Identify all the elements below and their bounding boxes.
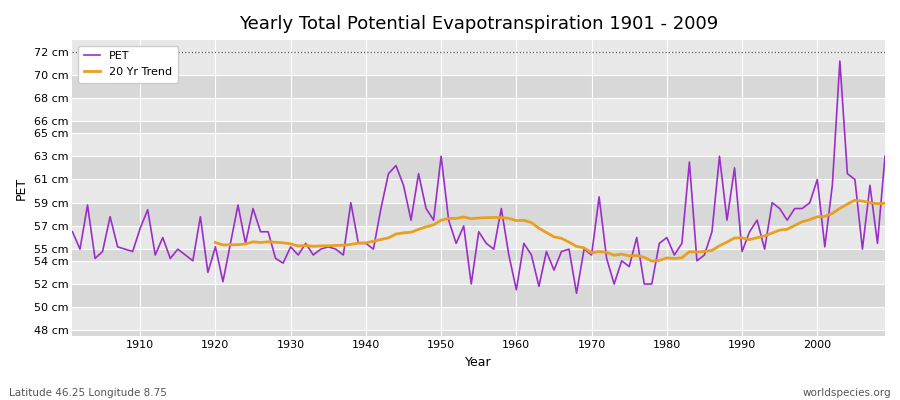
Bar <box>73 122 885 133</box>
PET <box>68 229 78 234</box>
Bar <box>73 249 885 261</box>
PET <box>608 282 619 286</box>
PET <box>572 291 582 296</box>
Bar <box>73 98 885 122</box>
Legend: PET, 20 Yr Trend: PET, 20 Yr Trend <box>78 46 178 82</box>
20 Yr Trend <box>774 228 785 232</box>
Bar <box>73 75 885 98</box>
PET <box>503 252 514 257</box>
Text: worldspecies.org: worldspecies.org <box>803 388 891 398</box>
20 Yr Trend <box>850 198 860 203</box>
Bar <box>73 180 885 203</box>
Line: PET: PET <box>73 61 885 293</box>
Y-axis label: PET: PET <box>15 177 28 200</box>
20 Yr Trend <box>684 249 695 254</box>
Bar <box>73 156 885 180</box>
Bar <box>73 203 885 226</box>
20 Yr Trend <box>789 223 800 228</box>
20 Yr Trend <box>301 243 311 248</box>
Bar <box>73 226 885 249</box>
20 Yr Trend <box>413 227 424 232</box>
20 Yr Trend <box>879 201 890 206</box>
PET <box>834 59 845 64</box>
Bar <box>73 52 885 75</box>
Bar <box>73 330 885 348</box>
Bar <box>73 28 885 52</box>
20 Yr Trend <box>210 240 220 245</box>
Bar <box>73 133 885 156</box>
X-axis label: Year: Year <box>465 356 492 369</box>
PET <box>292 252 303 257</box>
PET <box>879 154 890 159</box>
Text: Latitude 46.25 Longitude 8.75: Latitude 46.25 Longitude 8.75 <box>9 388 166 398</box>
20 Yr Trend <box>865 200 876 205</box>
PET <box>127 249 138 254</box>
Bar <box>73 261 885 284</box>
PET <box>338 252 348 257</box>
20 Yr Trend <box>646 259 657 264</box>
Bar <box>73 307 885 330</box>
Line: 20 Yr Trend: 20 Yr Trend <box>215 200 885 261</box>
Bar <box>73 284 885 307</box>
PET <box>511 288 522 292</box>
Title: Yearly Total Potential Evapotranspiration 1901 - 2009: Yearly Total Potential Evapotranspiratio… <box>239 15 718 33</box>
